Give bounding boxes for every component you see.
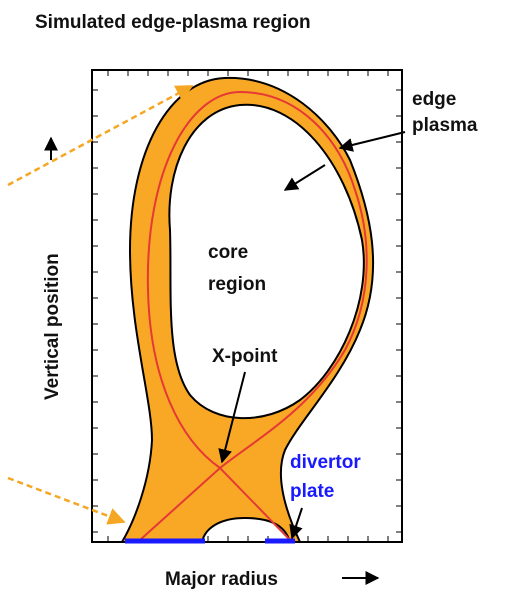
arrow [340, 132, 405, 148]
axis-label: Major radius [165, 569, 278, 590]
label: divertor [290, 452, 361, 473]
label: edge [412, 89, 456, 110]
label: X-point [212, 346, 278, 367]
arrow [8, 478, 124, 522]
label: region [208, 274, 266, 295]
label: plasma [412, 115, 478, 136]
label: core [208, 242, 248, 263]
axis-label: Vertical position [42, 253, 63, 400]
diagram: Simulated edge-plasma region edge plasma… [0, 0, 520, 592]
title: Simulated edge-plasma region [35, 12, 311, 33]
label: plate [290, 481, 334, 502]
